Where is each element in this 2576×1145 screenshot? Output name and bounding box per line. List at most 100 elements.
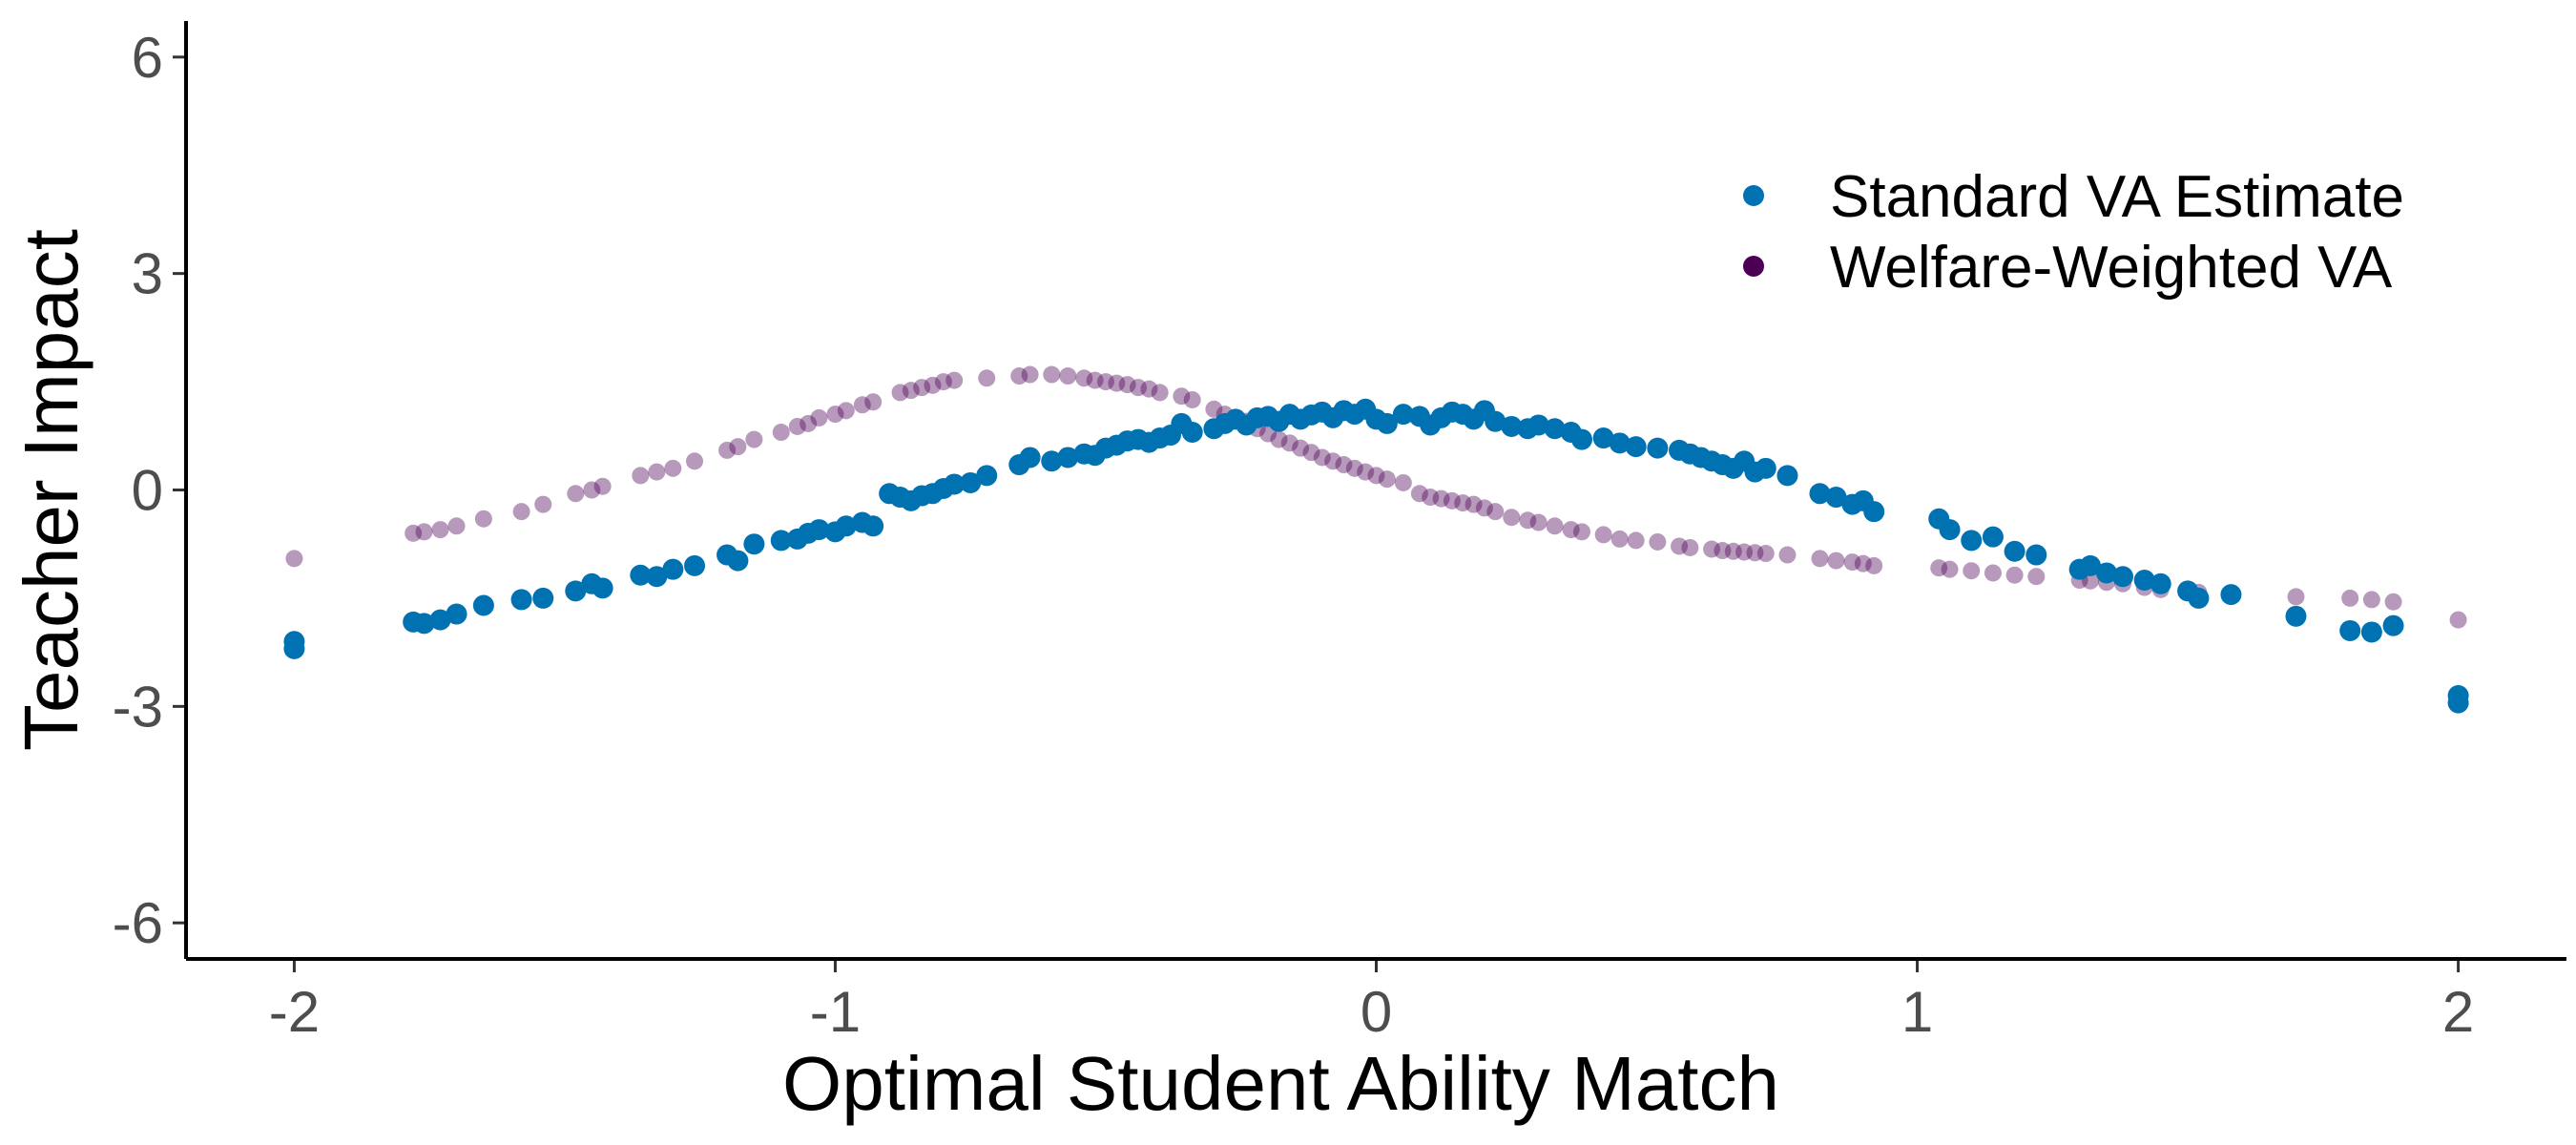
- data-point: [648, 463, 666, 481]
- data-point: [2220, 584, 2242, 606]
- data-point: [1594, 526, 1612, 544]
- data-point: [1610, 530, 1629, 548]
- y-tick-label: -3: [113, 675, 163, 739]
- data-point: [772, 424, 790, 442]
- data-point: [960, 471, 982, 493]
- data-point: [1422, 489, 1440, 507]
- data-point: [902, 382, 920, 400]
- data-point: [1376, 412, 1398, 434]
- data-point: [2150, 572, 2171, 594]
- data-point: [1930, 559, 1948, 577]
- data-point: [718, 441, 737, 459]
- data-point: [1982, 526, 2004, 548]
- data-point: [743, 533, 765, 555]
- y-axis-title: Teacher Impact: [9, 229, 93, 751]
- data-point: [1357, 463, 1375, 481]
- data-point: [924, 376, 942, 394]
- data-point: [1205, 400, 1223, 418]
- legend-marker-standard-va: [1743, 185, 1764, 206]
- data-point: [2341, 589, 2359, 607]
- data-point: [1118, 376, 1136, 394]
- data-point: [2287, 588, 2305, 606]
- data-point: [2285, 605, 2307, 627]
- data-point: [405, 524, 423, 542]
- data-point: [1546, 517, 1564, 535]
- y-tick-label: 0: [132, 459, 163, 523]
- data-point: [1394, 473, 1412, 491]
- data-point: [1019, 447, 1041, 468]
- data-point: [1010, 367, 1028, 385]
- data-point: [729, 438, 747, 456]
- data-point: [1811, 550, 1829, 568]
- data-point: [837, 402, 855, 420]
- data-point: [2188, 587, 2210, 609]
- x-tick-label: -1: [810, 980, 861, 1044]
- data-point: [1627, 531, 1645, 550]
- data-point: [1059, 367, 1077, 385]
- data-point: [1778, 546, 1797, 564]
- data-point: [2384, 593, 2402, 611]
- data-point: [1863, 501, 1885, 523]
- data-point: [1075, 369, 1093, 387]
- data-point: [664, 459, 682, 477]
- data-point: [1625, 436, 1647, 458]
- data-point: [913, 379, 931, 397]
- data-point: [1140, 380, 1158, 398]
- data-point: [632, 467, 650, 485]
- x-axis-ticks: -2 -1 0 1 2: [269, 959, 2474, 1044]
- data-point: [1108, 374, 1126, 392]
- data-point: [2362, 591, 2380, 609]
- data-point: [413, 613, 435, 635]
- data-point: [1544, 418, 1566, 440]
- data-point: [976, 465, 998, 487]
- data-point: [1043, 365, 1061, 384]
- data-point: [945, 371, 964, 389]
- data-point: [1324, 452, 1342, 470]
- x-tick-label: 1: [1901, 980, 1933, 1044]
- series-welfare-weighted-va: [285, 365, 2467, 629]
- y-tick-label: 3: [132, 242, 163, 306]
- data-point: [2449, 611, 2467, 629]
- x-axis-title: Optimal Student Ability Match: [782, 1041, 1779, 1126]
- data-point: [1609, 432, 1631, 454]
- data-point: [2447, 692, 2469, 714]
- data-point: [891, 384, 909, 402]
- data-point: [1714, 542, 1732, 560]
- data-point: [1939, 519, 1961, 541]
- data-point: [1367, 467, 1385, 485]
- legend: Standard VA Estimate Welfare-Weighted VA: [1743, 164, 2404, 301]
- data-point: [2112, 566, 2134, 588]
- data-point: [2096, 562, 2118, 584]
- data-point: [1454, 494, 1472, 512]
- data-point: [534, 495, 552, 513]
- data-point: [285, 550, 303, 568]
- data-point: [1703, 540, 1721, 558]
- data-point: [415, 523, 433, 541]
- data-point: [1592, 427, 1614, 449]
- data-point: [532, 587, 554, 609]
- plot-area: [283, 365, 2469, 714]
- data-point: [1096, 373, 1114, 391]
- data-point: [1392, 404, 1414, 426]
- data-point: [1270, 430, 1288, 448]
- data-point: [1183, 390, 1201, 408]
- data-point: [1755, 457, 1776, 479]
- data-point: [1825, 487, 1847, 509]
- data-point: [2339, 619, 2361, 641]
- data-point: [1562, 521, 1580, 539]
- data-point: [1854, 554, 1872, 572]
- data-point: [808, 519, 830, 541]
- data-point: [1292, 439, 1310, 457]
- data-point: [1572, 523, 1590, 541]
- data-point: [944, 473, 966, 495]
- data-point: [662, 558, 684, 580]
- data-point: [474, 510, 492, 528]
- data-point: [1485, 410, 1506, 432]
- data-point: [2133, 570, 2155, 592]
- data-point: [1519, 511, 1537, 530]
- data-point: [446, 603, 467, 625]
- data-point: [788, 417, 806, 435]
- data-point: [567, 485, 585, 503]
